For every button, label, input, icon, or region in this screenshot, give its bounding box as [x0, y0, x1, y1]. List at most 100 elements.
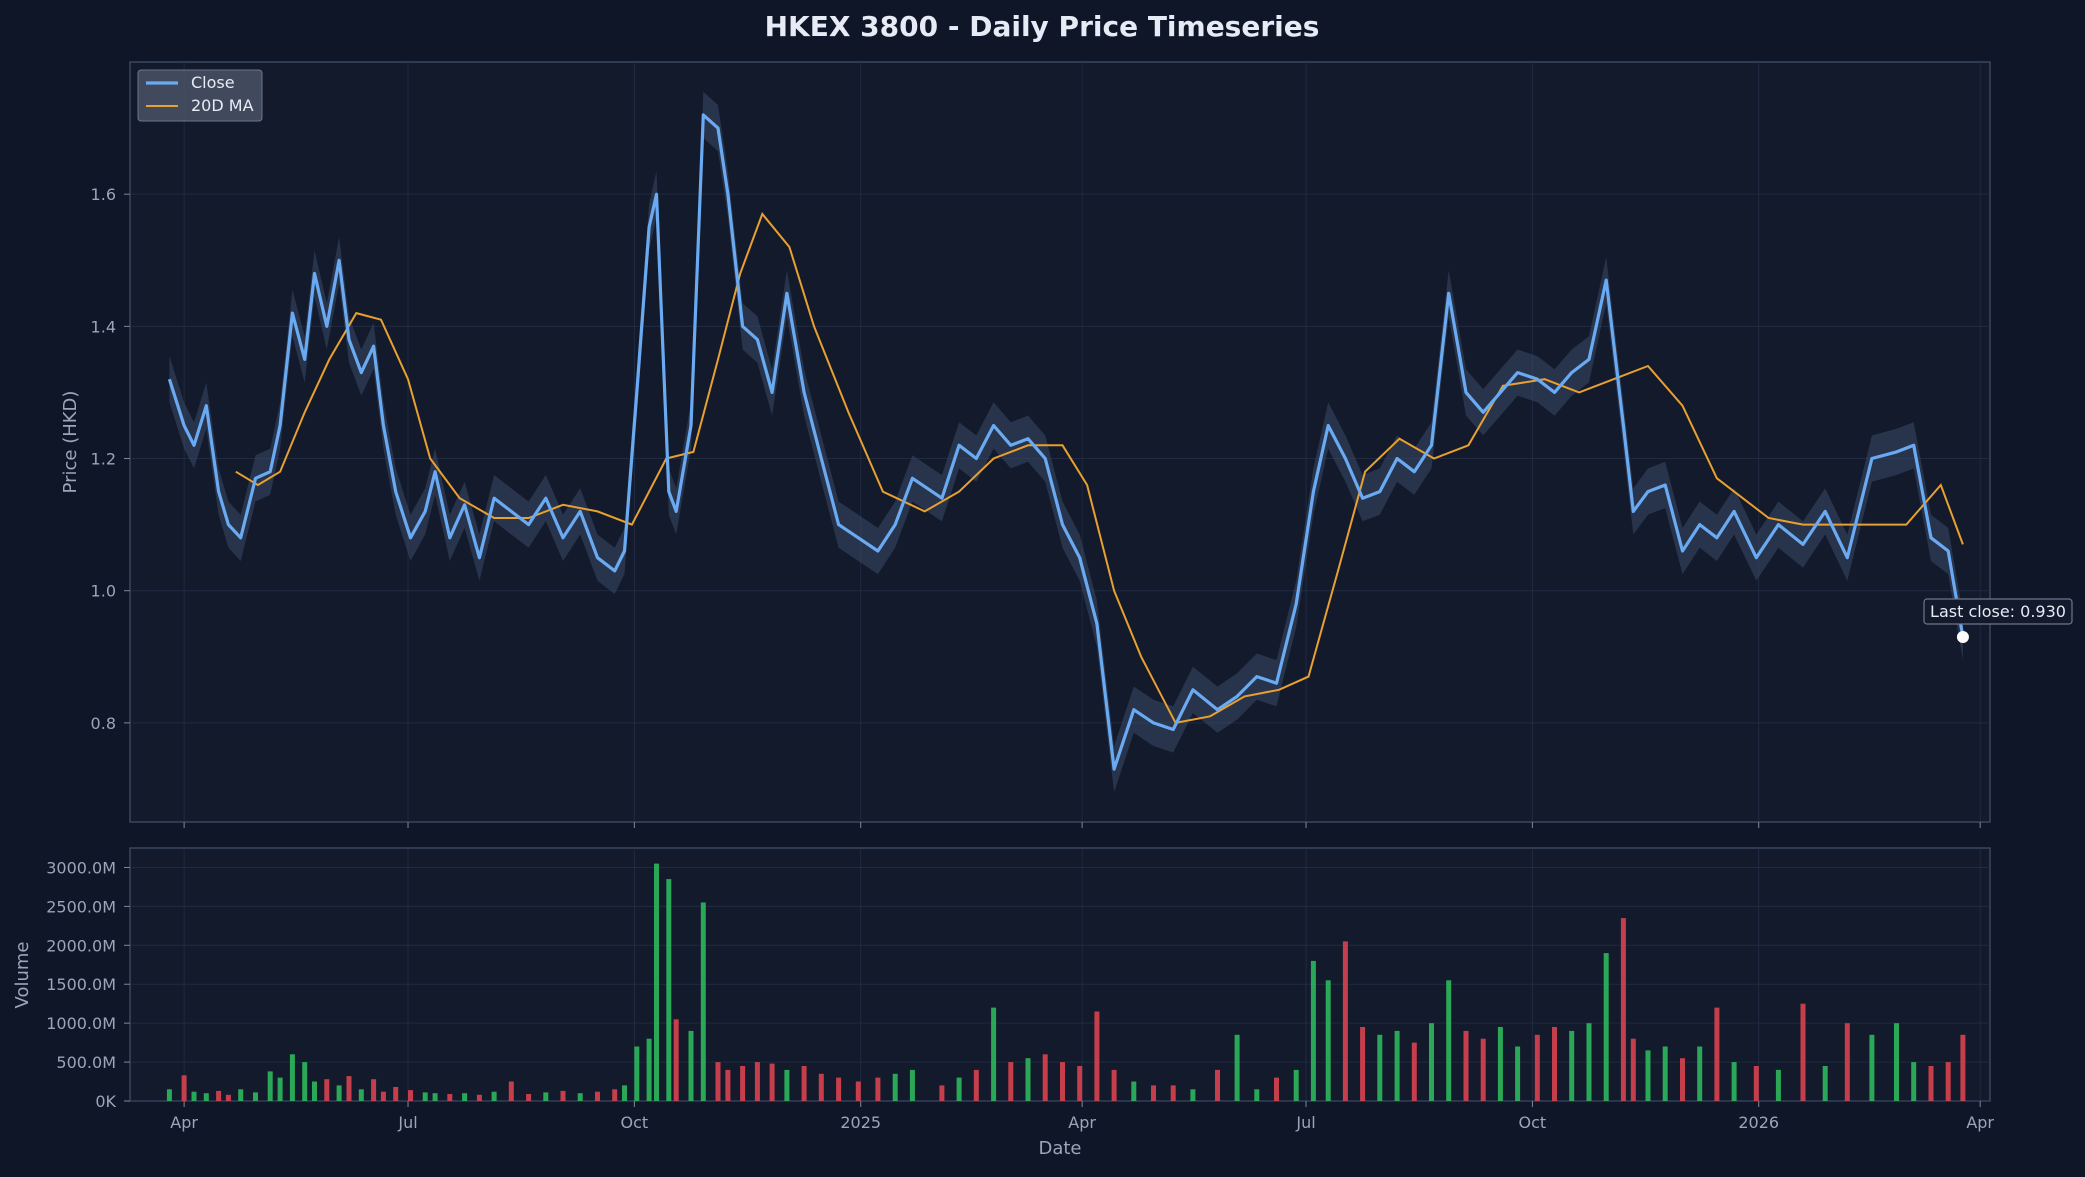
volume-bar [1569, 1030, 1575, 1101]
volume-bars [166, 863, 1966, 1101]
chart-title: HKEX 3800 - Daily Price Timeseries [765, 10, 1320, 43]
volume-y-tick-label: 1500.0M [46, 975, 116, 994]
volume-bar [784, 1069, 790, 1101]
volume-bar [462, 1093, 468, 1101]
volume-bar [991, 1007, 997, 1101]
x-tick-label: Apr [1966, 1113, 1994, 1132]
volume-bar [646, 1038, 652, 1101]
volume-bar [909, 1069, 915, 1101]
x-tick-label: 2025 [840, 1113, 881, 1132]
volume-bar [1342, 941, 1348, 1101]
legend-label-close: Close [191, 73, 235, 92]
volume-bar [1775, 1069, 1781, 1101]
volume-bar [1822, 1066, 1828, 1101]
x-tick-label: Oct [621, 1113, 649, 1132]
price-grid [130, 62, 1990, 822]
volume-bar [526, 1094, 532, 1101]
x-tick-label: 2026 [1738, 1113, 1779, 1132]
volume-bar [1325, 980, 1331, 1101]
volume-bar [1800, 1003, 1806, 1101]
volume-bar [700, 902, 706, 1101]
volume-bar [1310, 960, 1316, 1101]
volume-bar [612, 1089, 618, 1101]
price-panel: 0.8 1.0 1.2 1.4 1.6 Last close: 0.930 Price … [60, 61, 2073, 828]
volume-bar [754, 1062, 760, 1101]
volume-bar [1603, 953, 1609, 1101]
annotation-box [1923, 598, 2073, 625]
volume-bar [1480, 1038, 1486, 1101]
volume-bar [203, 1093, 209, 1101]
volume-bar [422, 1092, 428, 1101]
volume-bar [892, 1073, 898, 1101]
volume-bar [1680, 1058, 1685, 1101]
price-x-axis [183, 822, 1981, 828]
volume-bar [1254, 1089, 1260, 1101]
volume-y-tick-label: 2000.0M [46, 936, 116, 955]
volume-bar [1714, 1007, 1720, 1101]
volume-bar [371, 1079, 377, 1101]
volume-bar [346, 1076, 352, 1101]
volume-bar [1234, 1034, 1240, 1101]
price-y-tick-label: 1.0 [91, 582, 116, 601]
volume-bar [725, 1069, 731, 1101]
volume-bar [956, 1077, 962, 1101]
volume-bar [1215, 1069, 1220, 1101]
volume-bar [939, 1085, 945, 1101]
volume-bar [1377, 1034, 1383, 1101]
volume-bar [1662, 1046, 1668, 1101]
volume-bar [1497, 1027, 1503, 1101]
last-close-marker [1956, 630, 1969, 643]
volume-bar [1360, 1027, 1366, 1101]
volume-bar [267, 1071, 273, 1101]
legend: Close 20D MA [137, 69, 263, 122]
volume-bar [491, 1091, 497, 1101]
volume-bar [1911, 1062, 1917, 1101]
volume-bar [1515, 1046, 1521, 1101]
x-tick-label: Jul [1295, 1113, 1315, 1132]
volume-bar [1928, 1066, 1934, 1101]
volume-bar [1753, 1066, 1759, 1101]
volume-y-tick-label: 1000.0M [46, 1014, 116, 1033]
price-y-axis: 0.8 1.0 1.2 1.4 1.6 [91, 185, 130, 733]
volume-bar [408, 1090, 413, 1101]
volume-bar [336, 1085, 342, 1101]
volume-bar [508, 1081, 514, 1101]
volume-y-tick-label: 3000.0M [46, 858, 116, 877]
volume-bar [1731, 1062, 1737, 1101]
volume-bar [818, 1073, 824, 1101]
volume-bar [447, 1094, 453, 1101]
volume-bar [836, 1077, 842, 1101]
volume-bar [1170, 1085, 1176, 1101]
volume-bar [1697, 1046, 1703, 1101]
volume-bar [1586, 1023, 1592, 1101]
volume-bar [1293, 1069, 1299, 1101]
volume-y-tick-label: 500.0M [56, 1053, 116, 1072]
series-line-20d-ma [235, 212, 1964, 725]
volume-bar [393, 1087, 399, 1101]
volume-bar [1411, 1042, 1417, 1101]
volume-bar [181, 1075, 187, 1101]
volume-bar [191, 1091, 197, 1101]
volume-bar [1552, 1027, 1557, 1101]
volume-bar [1060, 1062, 1065, 1101]
price-plot-area [129, 61, 1991, 823]
volume-bar [1394, 1030, 1400, 1101]
volume-y-tick-label: 2500.0M [46, 897, 116, 916]
volume-bar [577, 1093, 583, 1101]
volume-bar [1008, 1062, 1014, 1101]
x-tick-label: Oct [1519, 1113, 1547, 1132]
x-axis-label: Date [1038, 1138, 1081, 1159]
volume-bar [432, 1093, 438, 1101]
volume-bar [855, 1081, 861, 1101]
volume-bar [622, 1085, 627, 1101]
volume-bar [740, 1066, 746, 1101]
volume-bar [1945, 1062, 1951, 1101]
volume-bar [1042, 1054, 1048, 1101]
volume-bar [1894, 1023, 1899, 1101]
volume-bar [1869, 1034, 1875, 1101]
volume-bar [1274, 1077, 1279, 1101]
volume-bar [166, 1089, 172, 1101]
volume-bar [1534, 1034, 1540, 1101]
price-y-axis-label: Price (HKD) [60, 391, 81, 494]
